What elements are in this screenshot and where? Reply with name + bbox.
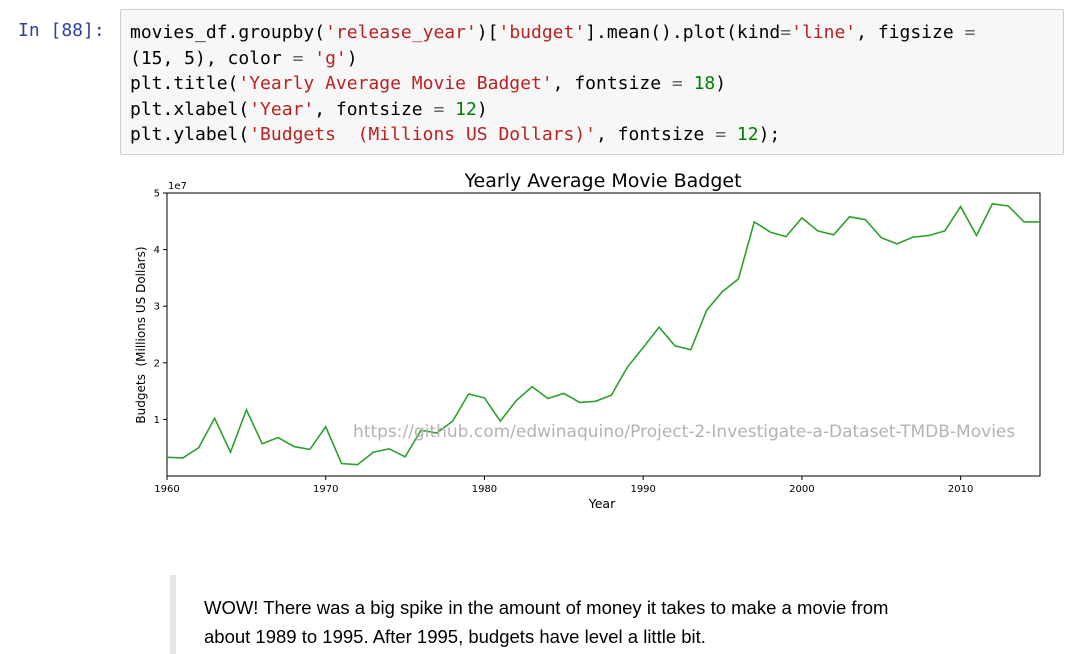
- code-token: , fontsize: [596, 124, 716, 145]
- code-line: plt.title('Yearly Average Movie Badget',…: [130, 71, 1063, 97]
- x-axis: 1960 1970 1980 1990 2000 2010: [154, 476, 973, 495]
- code-operator: =: [715, 124, 727, 145]
- code-string: 'release_year': [325, 22, 477, 43]
- y-tick-label: 1: [154, 415, 160, 426]
- budget-series-line: [166, 202, 1040, 466]
- code-token: , fontsize: [552, 73, 672, 94]
- markdown-text-line: WOW! There was a big spike in the amount…: [204, 597, 889, 618]
- code-token: , fontsize: [314, 98, 434, 120]
- code-token: )[: [476, 22, 499, 43]
- code-token: , figsize: [856, 22, 965, 43]
- code-token: ].mean().plot(kind: [585, 22, 781, 43]
- y-axis: 1 2 3 4 5: [154, 189, 167, 426]
- code-line: plt.ylabel('Budgets (Millions US Dollars…: [130, 122, 1063, 148]
- code-operator: =: [292, 47, 304, 69]
- code-string: 'Yearly Average Movie Badget': [238, 73, 553, 94]
- code-token: plt.title(: [130, 73, 239, 94]
- code-token: ): [346, 47, 358, 69]
- y-tick-label: 4: [154, 245, 160, 256]
- x-tick-label: 1980: [472, 484, 497, 495]
- code-line: plt.xlabel('Year', fontsize = 12): [130, 97, 1063, 123]
- x-tick-label: 1990: [630, 484, 655, 495]
- chart-title: Yearly Average Movie Badget: [463, 170, 741, 192]
- code-token: ): [476, 98, 488, 120]
- y-tick-label: 5: [154, 189, 160, 200]
- code-operator: =: [433, 98, 445, 120]
- x-axis-label: Year: [588, 496, 616, 511]
- code-line: (15, 5), color = 'g'): [130, 46, 1063, 72]
- plot-frame: [166, 192, 1041, 477]
- code-string: 'line': [791, 22, 857, 43]
- y-tick-label: 2: [154, 358, 160, 369]
- code-number: 18: [693, 73, 716, 94]
- code-string: 'Budgets (Millions US Dollars)': [249, 124, 596, 145]
- x-tick-label: 2010: [948, 484, 973, 495]
- code-cell[interactable]: movies_df.groupby('release_year')['budge…: [120, 9, 1064, 155]
- code-operator: =: [964, 22, 976, 43]
- line-chart: Yearly Average Movie Badget 1e7 1960 1970…: [134, 170, 1041, 511]
- x-tick-label: 2000: [789, 484, 814, 495]
- watermark-text: https://github.com/edwinaquino/Project-2…: [353, 422, 1015, 442]
- code-token: ): [715, 73, 727, 94]
- code-number: 12: [736, 124, 759, 145]
- x-tick-label: 1960: [154, 484, 179, 495]
- code-token: movies_df.groupby(: [130, 22, 326, 43]
- code-token: );: [758, 124, 781, 145]
- code-operator: =: [671, 73, 683, 94]
- code-string: 'g': [314, 47, 347, 69]
- markdown-text-line: about 1989 to 1995. After 1995, budgets …: [204, 626, 706, 647]
- code-token: plt.xlabel(: [130, 98, 250, 120]
- input-prompt: In [88]:: [18, 20, 105, 41]
- x-tick-label: 1970: [313, 484, 338, 495]
- code-number: 12: [455, 98, 477, 120]
- code-token: (15, 5), color: [130, 47, 293, 69]
- code-string: 'Year': [249, 98, 315, 120]
- code-operator: =: [780, 22, 792, 43]
- code-token: plt.ylabel(: [130, 124, 250, 145]
- y-tick-label: 3: [154, 302, 160, 313]
- y-axis-label: Budgets (Millions US Dollars): [134, 246, 148, 423]
- markdown-cell: WOW! There was a big spike in the amount…: [170, 575, 1050, 654]
- y-offset-label: 1e7: [168, 181, 187, 192]
- code-string: 'budget': [498, 22, 586, 43]
- code-line: movies_df.groupby('release_year')['budge…: [130, 20, 1063, 46]
